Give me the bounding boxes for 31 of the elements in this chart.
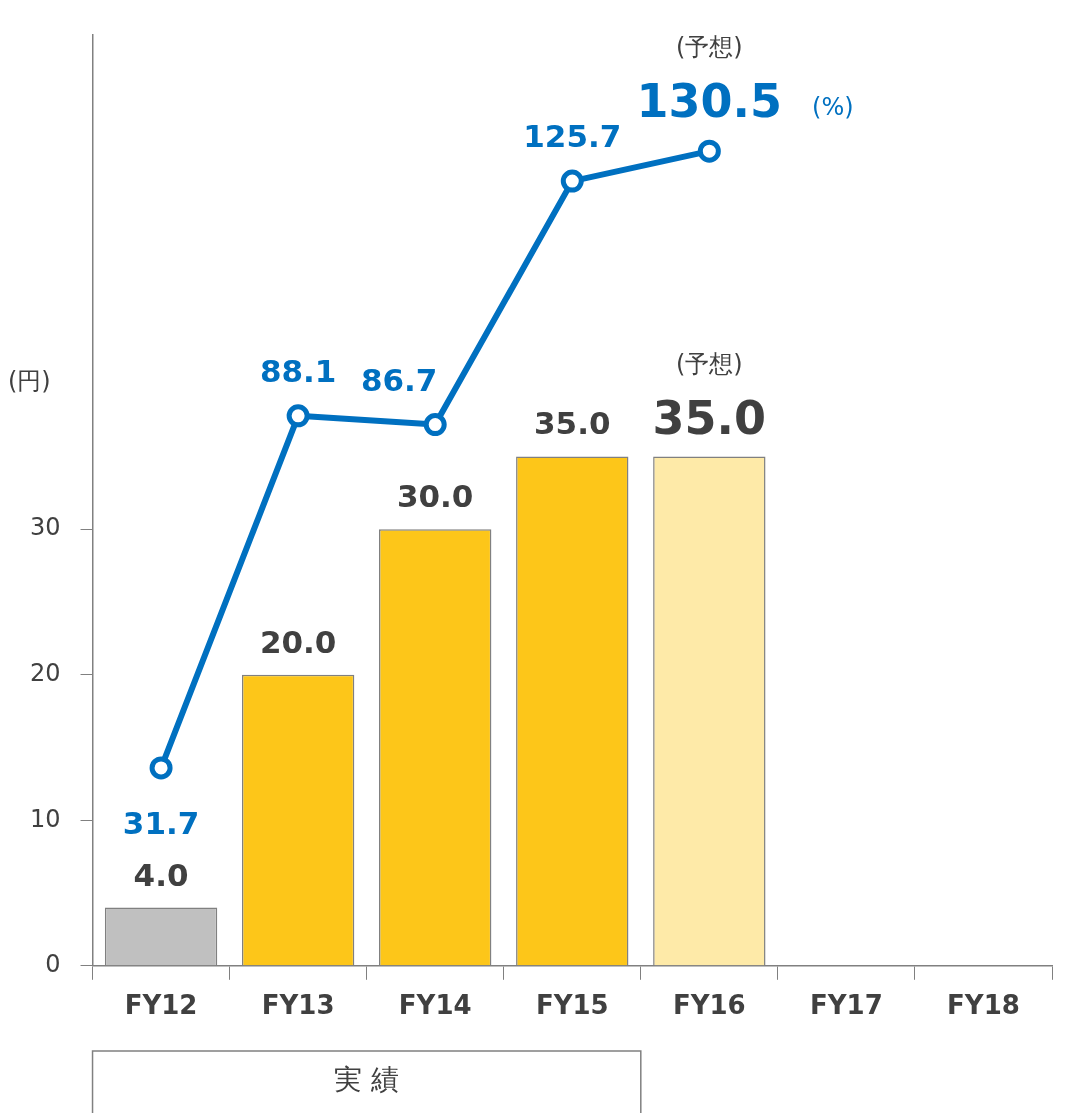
x-tick-label: FY15 [535, 990, 609, 1021]
point [286, 404, 310, 428]
data-label: 30.0 [396, 478, 474, 515]
x-tick-label: FY14 [398, 990, 472, 1021]
y-tick-label: 30 [29, 513, 61, 542]
x-tick-label: FY18 [947, 990, 1020, 1021]
data-label: 4.0 [133, 856, 189, 893]
annotation: (予想) [675, 350, 743, 379]
annotation: (予想) [675, 33, 743, 62]
data-label: 88.1 [259, 352, 337, 389]
y2-axis-title: (%) [812, 93, 854, 122]
y-tick-label: 20 [29, 658, 61, 687]
data-label: 130.5 [636, 74, 783, 129]
y-tick-label: 0 [45, 950, 61, 979]
y-axis-title: (円) [8, 367, 51, 396]
data-label: 125.7 [523, 118, 622, 155]
point [697, 139, 721, 163]
x-tick-label: FY13 [261, 990, 335, 1021]
data-label: 86.7 [360, 361, 438, 398]
data-label: 20.0 [259, 623, 337, 660]
data-label: 31.7 [122, 804, 200, 841]
data-label: 35.0 [652, 391, 767, 446]
x-tick-label: FY16 [672, 990, 746, 1021]
text: 実 績 [334, 1063, 400, 1096]
point [423, 413, 447, 437]
x-tick-label: FY17 [810, 990, 883, 1021]
y-tick-label: 10 [29, 804, 61, 833]
point [149, 756, 173, 780]
x-tick-label: FY12 [124, 990, 198, 1021]
point [560, 169, 584, 193]
data-label: 35.0 [534, 405, 611, 442]
